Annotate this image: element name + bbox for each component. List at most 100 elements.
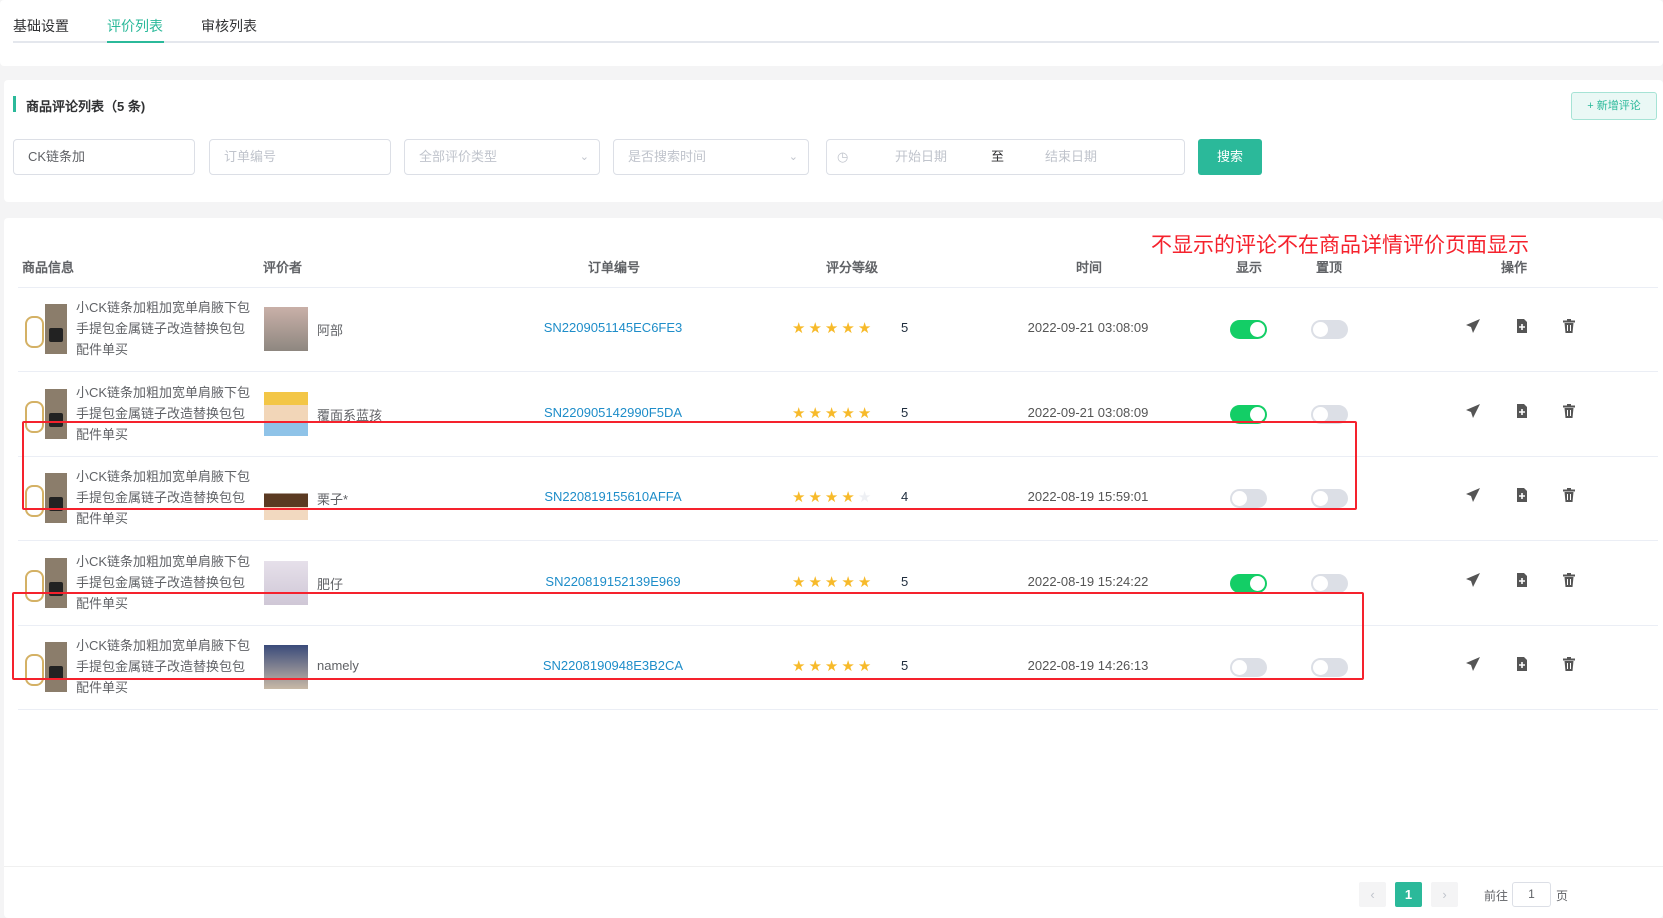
order-number-link[interactable]: SN2208190948E3B2CA bbox=[542, 658, 684, 674]
reviewer-name: 阿部 bbox=[317, 323, 344, 338]
star-icon: ★ bbox=[857, 573, 875, 591]
show-toggle[interactable] bbox=[1230, 489, 1267, 509]
show-toggle[interactable] bbox=[1230, 404, 1267, 424]
star-icon: ★ bbox=[792, 404, 809, 422]
star-icon: ★ bbox=[857, 320, 875, 337]
goto-page-input[interactable]: 1 bbox=[1512, 882, 1551, 907]
pin-toggle[interactable] bbox=[1311, 320, 1348, 339]
show-toggle[interactable] bbox=[1230, 320, 1267, 339]
rating-value: 5 bbox=[901, 320, 909, 335]
tab-1[interactable]: 评价列表 bbox=[107, 18, 163, 34]
header-divider bbox=[18, 287, 1658, 288]
star-icon: ★ bbox=[841, 573, 858, 591]
table-row: 小CK链条加粗加宽单肩腋下包手提包金属链子改造替换包包配件单买 栗子* SN22… bbox=[18, 456, 1658, 542]
clock-icon: ◷ bbox=[837, 149, 849, 164]
rating-value: 4 bbox=[901, 489, 909, 505]
trash-icon[interactable] bbox=[1561, 403, 1579, 421]
rating-value: 5 bbox=[901, 658, 909, 674]
send-icon[interactable] bbox=[1465, 487, 1483, 505]
trash-icon[interactable] bbox=[1561, 318, 1579, 336]
reviewer-name: 覆面系蓝孩 bbox=[317, 407, 383, 423]
trash-icon[interactable] bbox=[1561, 572, 1579, 590]
reviewer-avatar bbox=[264, 307, 308, 351]
file-add-icon[interactable] bbox=[1514, 403, 1532, 421]
send-icon[interactable] bbox=[1465, 318, 1483, 336]
prev-page-button[interactable]: ‹ bbox=[1359, 882, 1386, 907]
pin-toggle[interactable] bbox=[1311, 573, 1348, 593]
table-row: 小CK链条加粗加宽单肩腋下包手提包金属链子改造替换包包配件单买 覆面系蓝孩 SN… bbox=[18, 372, 1658, 457]
show-toggle[interactable] bbox=[1230, 658, 1267, 678]
star-icon: ★ bbox=[857, 489, 875, 507]
order-placeholder: 订单编号 bbox=[224, 149, 277, 164]
time-filter-select[interactable]: 是否搜索时间 ⌄ bbox=[613, 139, 809, 175]
add-review-button[interactable]: + 新增评论 bbox=[1571, 92, 1657, 120]
page-suffix: 页 bbox=[1556, 889, 1569, 903]
pin-toggle[interactable] bbox=[1311, 404, 1348, 424]
column-header-5: 显示 bbox=[1236, 260, 1263, 275]
show-toggle[interactable] bbox=[1230, 573, 1267, 593]
column-header-6: 置顶 bbox=[1316, 260, 1343, 275]
product-image bbox=[23, 473, 67, 524]
order-number-input[interactable]: 订单编号 bbox=[209, 139, 391, 175]
star-icon: ★ bbox=[824, 489, 842, 507]
rating-stars: ★★★★★ bbox=[792, 488, 874, 506]
trash-icon[interactable] bbox=[1561, 656, 1579, 674]
tab-2[interactable]: 审核列表 bbox=[201, 18, 257, 34]
end-date-placeholder[interactable]: 结束日期 bbox=[1045, 149, 1098, 164]
review-type-select[interactable]: 全部评价类型 ⌄ bbox=[404, 139, 600, 175]
reviewer-name: 肥仔 bbox=[317, 576, 344, 592]
rating-value: 5 bbox=[901, 404, 909, 420]
keyword-value: CK链条加 bbox=[28, 149, 86, 164]
send-icon[interactable] bbox=[1465, 403, 1483, 421]
file-add-icon[interactable] bbox=[1514, 572, 1532, 590]
column-header-1: 评价者 bbox=[263, 260, 303, 275]
rating-stars: ★★★★★ bbox=[792, 573, 874, 591]
order-number-link[interactable]: SN220819152139E969 bbox=[545, 573, 681, 589]
reviewer-name: 栗子* bbox=[317, 492, 349, 508]
rating-stars: ★★★★★ bbox=[792, 404, 874, 422]
title-accent-bar bbox=[13, 96, 16, 112]
order-number-link[interactable]: SN2209051145EC6FE3 bbox=[543, 320, 683, 335]
reviewer-name: namely bbox=[317, 658, 359, 674]
star-icon: ★ bbox=[808, 658, 825, 676]
rating-value: 5 bbox=[901, 573, 909, 589]
keyword-input[interactable]: CK链条加 bbox=[13, 139, 195, 175]
trash-icon[interactable] bbox=[1561, 487, 1579, 505]
column-header-0: 商品信息 bbox=[22, 260, 75, 275]
star-icon: ★ bbox=[841, 658, 858, 676]
table-row: 小CK链条加粗加宽单肩腋下包手提包金属链子改造替换包包配件单买 肥仔 SN220… bbox=[18, 541, 1658, 626]
send-icon[interactable] bbox=[1465, 572, 1483, 590]
column-header-2: 订单编号 bbox=[588, 260, 641, 275]
column-header-4: 时间 bbox=[1076, 260, 1103, 275]
star-icon: ★ bbox=[808, 573, 825, 591]
column-header-3: 评分等级 bbox=[826, 260, 879, 275]
range-separator: 至 bbox=[991, 149, 1005, 164]
order-number-link[interactable]: SN220905142990F5DA bbox=[543, 404, 683, 420]
section-title: 商品评论列表（5 条) bbox=[26, 99, 146, 114]
date-range-picker[interactable]: ◷ 开始日期 至 结束日期 bbox=[826, 139, 1185, 175]
order-number-link[interactable]: SN220819155610AFFA bbox=[544, 489, 682, 505]
start-date-placeholder[interactable]: 开始日期 bbox=[895, 149, 948, 164]
search-button[interactable]: 搜索 bbox=[1198, 139, 1262, 175]
star-icon: ★ bbox=[792, 658, 809, 676]
tabs-divider bbox=[13, 41, 1659, 43]
reviewer-avatar bbox=[264, 391, 308, 436]
type-placeholder: 全部评价类型 bbox=[419, 149, 498, 164]
page-1-button[interactable]: 1 bbox=[1395, 882, 1422, 907]
file-add-icon[interactable] bbox=[1514, 487, 1532, 505]
product-name: 小CK链条加粗加宽单肩腋下包手提包金属链子改造替换包包配件单买 bbox=[76, 553, 251, 611]
file-add-icon[interactable] bbox=[1514, 656, 1532, 674]
active-tab-indicator bbox=[107, 41, 164, 43]
pin-toggle[interactable] bbox=[1311, 658, 1348, 678]
tab-0[interactable]: 基础设置 bbox=[13, 18, 69, 34]
product-image bbox=[23, 388, 67, 439]
star-icon: ★ bbox=[841, 489, 858, 507]
file-add-icon[interactable] bbox=[1514, 318, 1532, 336]
next-page-button[interactable]: › bbox=[1431, 882, 1458, 907]
pin-toggle[interactable] bbox=[1311, 489, 1348, 509]
star-icon: ★ bbox=[792, 573, 809, 591]
chevron-down-icon: ⌄ bbox=[788, 151, 798, 163]
chevron-down-icon: ⌄ bbox=[579, 151, 589, 163]
send-icon[interactable] bbox=[1465, 656, 1483, 674]
rating-stars: ★★★★★ bbox=[792, 657, 874, 675]
